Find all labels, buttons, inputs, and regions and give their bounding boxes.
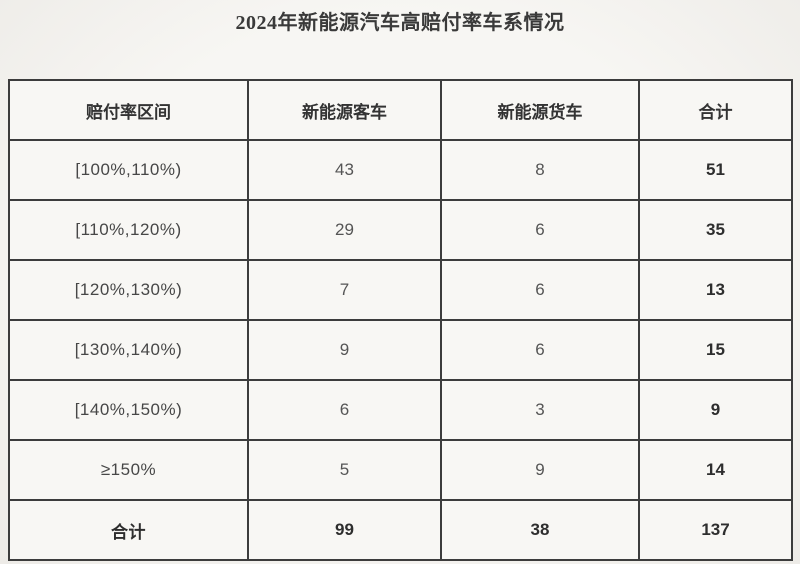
cell-interval: ≥150% — [8, 439, 249, 501]
table-row: [120%,130%) 7 6 13 — [8, 259, 793, 321]
claim-rate-table: 赔付率区间 新能源客车 新能源货车 合计 [100%,110%) 43 8 51… — [8, 79, 793, 561]
cell-footer-label: 合计 — [8, 499, 249, 561]
cell-total-count: 13 — [638, 259, 793, 321]
header-ev-truck: 新能源货车 — [440, 79, 640, 141]
table-footer-row: 合计 99 38 137 — [8, 499, 793, 561]
table-row: ≥150% 5 9 14 — [8, 439, 793, 501]
cell-total-count: 14 — [638, 439, 793, 501]
cell-passenger-total: 99 — [247, 499, 442, 561]
cell-interval: [120%,130%) — [8, 259, 249, 321]
table-row: [140%,150%) 6 3 9 — [8, 379, 793, 441]
cell-total-count: 35 — [638, 199, 793, 261]
table-row: [130%,140%) 9 6 15 — [8, 319, 793, 381]
cell-truck-count: 6 — [440, 319, 640, 381]
cell-passenger-count: 6 — [247, 379, 442, 441]
cell-truck-count: 6 — [440, 259, 640, 321]
cell-interval: [100%,110%) — [8, 139, 249, 201]
cell-total-count: 51 — [638, 139, 793, 201]
cell-truck-count: 3 — [440, 379, 640, 441]
table-row: [110%,120%) 29 6 35 — [8, 199, 793, 261]
page-title: 2024年新能源汽车高赔付率车系情况 — [235, 12, 565, 34]
cell-truck-count: 9 — [440, 439, 640, 501]
header-total: 合计 — [638, 79, 793, 141]
cell-interval: [140%,150%) — [8, 379, 249, 441]
header-ev-passenger-vehicle: 新能源客车 — [247, 79, 442, 141]
cell-passenger-count: 5 — [247, 439, 442, 501]
cell-total-count: 9 — [638, 379, 793, 441]
header-claim-rate-interval: 赔付率区间 — [8, 79, 249, 141]
cell-passenger-count: 43 — [247, 139, 442, 201]
cell-passenger-count: 9 — [247, 319, 442, 381]
cell-interval: [110%,120%) — [8, 199, 249, 261]
cell-truck-count: 8 — [440, 139, 640, 201]
table-row: [100%,110%) 43 8 51 — [8, 139, 793, 201]
cell-truck-count: 6 — [440, 199, 640, 261]
cell-grand-total: 137 — [638, 499, 793, 561]
cell-passenger-count: 29 — [247, 199, 442, 261]
cell-passenger-count: 7 — [247, 259, 442, 321]
cell-total-count: 15 — [638, 319, 793, 381]
cell-interval: [130%,140%) — [8, 319, 249, 381]
cell-truck-total: 38 — [440, 499, 640, 561]
table-header-row: 赔付率区间 新能源客车 新能源货车 合计 — [8, 79, 793, 141]
